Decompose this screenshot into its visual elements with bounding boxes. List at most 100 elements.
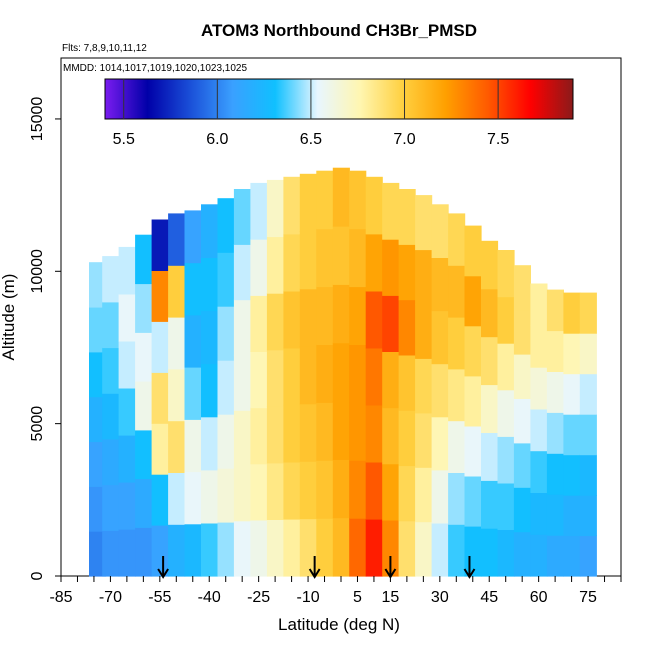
x-tick-label: 45 xyxy=(480,589,498,606)
heatmap-cell xyxy=(497,250,515,298)
heatmap-cell xyxy=(448,472,466,525)
x-axis-label: Latitude (deg N) xyxy=(278,615,400,634)
heatmap-cell xyxy=(102,301,120,349)
heatmap-cell xyxy=(431,522,449,577)
heatmap-cell xyxy=(365,233,383,292)
heatmap-cell xyxy=(102,393,120,440)
heatmap-cell xyxy=(266,519,284,577)
heatmap-cell xyxy=(365,462,383,520)
heatmap-cell xyxy=(102,530,120,577)
x-tick-label: -85 xyxy=(49,589,72,606)
heatmap-cell xyxy=(168,524,186,577)
heatmap-cell xyxy=(579,414,597,456)
colorbar-ticks: 5.5 6.0 6.5 7.0 7.5 xyxy=(113,79,509,148)
heatmap-cell xyxy=(233,244,251,301)
y-axis-label: Altitude (m) xyxy=(0,274,18,361)
heatmap-cell xyxy=(481,288,499,338)
heatmap-cell xyxy=(266,293,284,351)
x-tick-label: -55 xyxy=(148,589,171,606)
heatmap-cell xyxy=(151,321,169,373)
heatmap-cell xyxy=(316,286,334,345)
heatmap-cell xyxy=(184,314,202,368)
heatmap-cell xyxy=(250,295,268,352)
heatmap-cell xyxy=(102,347,120,394)
heatmap-cell xyxy=(233,189,251,245)
heatmap-cell xyxy=(546,289,564,332)
heatmap-cell xyxy=(266,236,284,294)
chart-title: ATOM3 Northbound CH3Br_PMSD xyxy=(201,21,477,40)
heatmap-cell xyxy=(481,384,499,433)
heatmap-cell xyxy=(415,358,433,414)
heatmap-cell xyxy=(217,198,235,253)
heatmap-cell xyxy=(349,286,367,345)
heatmap-cell xyxy=(168,213,186,266)
heatmap-cell xyxy=(349,344,367,403)
heatmap-cell xyxy=(431,469,449,524)
heatmap-cell xyxy=(217,360,235,415)
heatmap-cell xyxy=(513,442,531,488)
heatmap-cell xyxy=(283,519,301,577)
heatmap-cell xyxy=(283,347,301,406)
heatmap-cell xyxy=(89,262,107,308)
heatmap-cell xyxy=(546,412,564,454)
heatmap-cell xyxy=(184,471,202,525)
heatmap-cell xyxy=(118,529,136,577)
heatmap-cell xyxy=(448,317,466,370)
heatmap-cell xyxy=(579,373,597,415)
heatmap-cell xyxy=(530,492,548,535)
heatmap-cell xyxy=(168,368,186,422)
heatmap-cell xyxy=(431,416,449,471)
heatmap-cell xyxy=(546,494,564,536)
heatmap-cell xyxy=(464,525,482,577)
heatmap-cell xyxy=(415,195,433,251)
heatmap-cell xyxy=(546,453,564,495)
y-tick-label: 10000 xyxy=(29,249,46,294)
heatmap-cell xyxy=(563,454,581,496)
heatmap-cell xyxy=(415,303,433,359)
heatmap-cell xyxy=(201,310,219,365)
heatmap-cell xyxy=(481,432,499,481)
colorbar-tick-label: 6.5 xyxy=(300,131,322,148)
colorbar-tick-label: 7.5 xyxy=(487,131,509,148)
heatmap-cell xyxy=(118,388,136,436)
heatmap-cell xyxy=(513,354,531,399)
heatmap-cell xyxy=(382,351,400,409)
heatmap-cell xyxy=(201,204,219,258)
heatmap-cell xyxy=(184,262,202,316)
heatmap-cell xyxy=(233,520,251,577)
heatmap-cell xyxy=(481,336,499,386)
heatmap-cell xyxy=(184,210,202,264)
x-tick-label: -25 xyxy=(247,589,270,606)
x-tick-label: -40 xyxy=(198,589,221,606)
colorbar-tick-label: 7.0 xyxy=(393,131,415,148)
heatmap-cell xyxy=(513,398,531,444)
heatmap-cell xyxy=(316,460,334,519)
heatmap-cell xyxy=(118,293,136,342)
heatmap-cell xyxy=(464,375,482,427)
heatmap-cell xyxy=(497,343,515,391)
heatmap-cell xyxy=(250,463,268,521)
heatmap-cell xyxy=(233,354,251,411)
heatmap-cell xyxy=(563,333,581,375)
heatmap-cell xyxy=(89,531,107,577)
heatmap-cell xyxy=(266,349,284,407)
colorbar-tick-label: 6.0 xyxy=(206,131,228,148)
heatmap-cell xyxy=(382,407,400,465)
heatmap-cell xyxy=(481,240,499,290)
heatmap-cell xyxy=(201,522,219,577)
x-tick-label: 60 xyxy=(530,589,548,606)
heatmap-cell xyxy=(217,522,235,577)
heatmap-cell xyxy=(316,344,334,403)
heatmap-cell xyxy=(201,363,219,418)
heatmap-cell xyxy=(118,482,136,530)
heatmap-cell xyxy=(563,373,581,415)
heatmap-cell xyxy=(233,410,251,467)
heatmap-cell xyxy=(151,474,169,526)
heatmap-cell xyxy=(135,381,153,431)
heatmap-cell xyxy=(283,462,301,520)
heatmap-cell xyxy=(349,460,367,519)
heatmap-cell xyxy=(283,176,301,235)
heatmap-cell xyxy=(299,173,317,232)
heatmap-cell xyxy=(151,372,169,424)
x-tick-label: 15 xyxy=(382,589,400,606)
